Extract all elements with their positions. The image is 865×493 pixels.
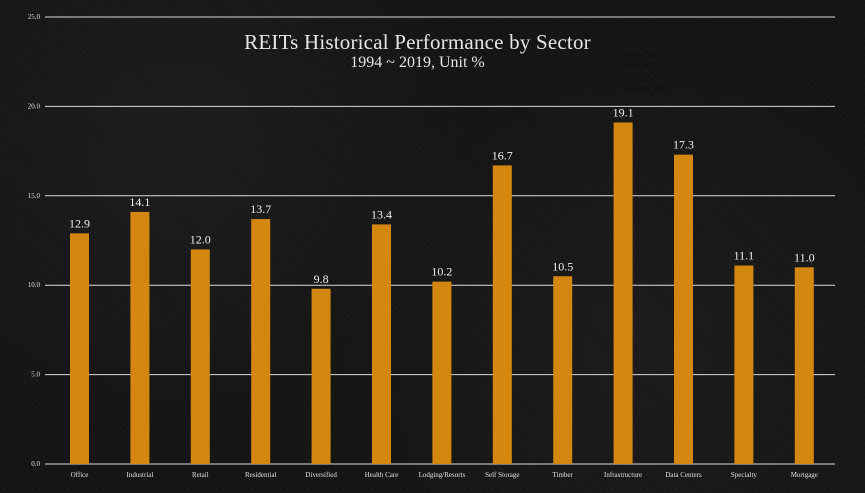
y-tick-label: 5.0 xyxy=(31,371,40,379)
bar-value-label: 9.8 xyxy=(314,272,329,286)
x-tick-label: Mortgage xyxy=(791,471,818,479)
x-tick-label: Industrial xyxy=(126,471,153,479)
bar xyxy=(190,249,210,464)
y-tick-label: 0.0 xyxy=(31,460,40,468)
bar xyxy=(372,224,391,464)
bar xyxy=(70,233,89,464)
bar xyxy=(674,154,693,464)
bar xyxy=(794,267,814,464)
x-tick-label: Diversified xyxy=(305,471,337,479)
x-tick-label: Retail xyxy=(192,471,209,479)
bar-value-label: 12.0 xyxy=(190,232,211,246)
bar-value-label: 16.7 xyxy=(492,148,513,162)
bar xyxy=(251,219,271,464)
x-tick-label: Timber xyxy=(553,471,574,479)
x-tick-label: Lodging/Resorts xyxy=(419,471,466,479)
bar xyxy=(492,165,512,465)
x-tick-label: Specialty xyxy=(731,471,758,479)
bar xyxy=(613,122,633,464)
x-tick-label: Health Care xyxy=(365,471,399,479)
y-tick-label: 20.0 xyxy=(28,102,41,110)
x-tick-label: Self Storage xyxy=(485,471,519,479)
bar-value-label: 11.0 xyxy=(794,250,815,264)
y-tick-label: 10.0 xyxy=(28,281,41,289)
chart-title: REITs Historical Performance by Sector xyxy=(244,30,591,54)
chart-note: Timber: 2011 ~ Infra: 2012 DC: 2015 Spec… xyxy=(624,50,673,94)
bar xyxy=(432,281,452,464)
x-tick-label: Office xyxy=(71,471,89,479)
chart-subtitle: 1994 ~ 2019, Unit % xyxy=(350,54,485,71)
x-tick-label: Residential xyxy=(245,471,277,479)
bar-value-label: 13.7 xyxy=(250,202,271,216)
x-tick-label: Infrastructure xyxy=(604,471,642,479)
bar-value-label: 10.2 xyxy=(431,265,452,279)
bar-value-label: 17.3 xyxy=(673,138,694,152)
bar-value-label: 19.1 xyxy=(613,105,634,119)
note-line-specialty: Specialty: 2015 ~ xyxy=(624,84,674,92)
bar-value-label: 12.9 xyxy=(69,216,90,230)
bar xyxy=(130,211,150,464)
bar-value-label: 11.1 xyxy=(734,249,755,263)
y-tick-label: 25.0 xyxy=(28,13,41,21)
bar xyxy=(553,276,573,464)
x-tick-label: Data Centers xyxy=(665,471,702,479)
bar-value-label: 14.1 xyxy=(129,195,150,209)
note-line-infra: Infra: 2012 xyxy=(624,62,656,70)
note-line-dc: DC: 2015 xyxy=(624,73,652,81)
note-line-timber: Timber: 2011 ~ xyxy=(624,51,668,59)
bar-value-label: 13.4 xyxy=(371,207,392,221)
bar-value-label: 10.5 xyxy=(552,259,573,273)
y-tick-label: 15.0 xyxy=(28,192,41,200)
bar xyxy=(311,288,331,464)
bar xyxy=(734,265,754,464)
